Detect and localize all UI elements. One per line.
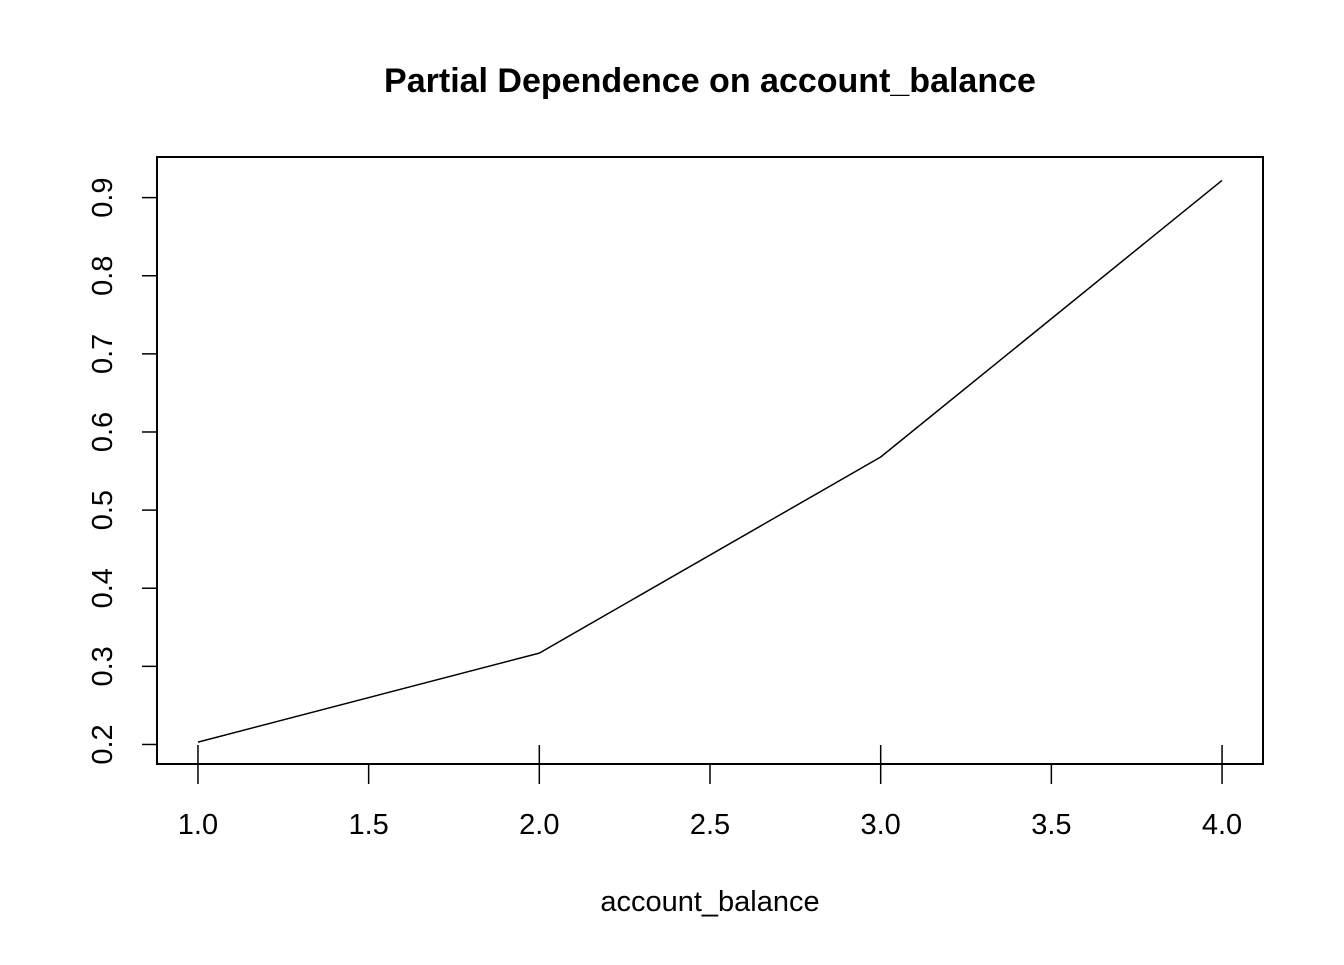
y-axis: 0.2 0.3 0.4 0.5 0.6 0.7 0.8 0.9 [87,177,157,765]
y-tick-label: 0.7 [87,334,119,374]
x-tick-label: 2.0 [519,809,559,841]
y-tick-label: 0.4 [87,568,119,608]
x-tick-label: 3.5 [1031,809,1071,841]
x-axis-label: account_balance [600,886,819,918]
series-layer [197,179,1223,743]
y-tick-label: 0.9 [87,177,119,217]
plot-frame [156,156,1264,765]
x-tick-label: 1.5 [348,809,388,841]
y-tick-label: 0.6 [87,412,119,452]
x-tick-label: 3.0 [861,809,901,841]
y-tick-label: 0.8 [87,256,119,296]
rug-marks [197,745,1223,764]
x-axis: 1.0 1.5 2.0 2.5 3.0 3.5 4.0 [178,764,1242,841]
y-tick-label: 0.5 [87,490,119,530]
chart-title: Partial Dependence on account_balance [384,62,1036,100]
x-tick-label: 4.0 [1202,809,1242,841]
y-tick-label: 0.2 [87,724,119,764]
series-line [197,179,1223,743]
x-tick-label: 1.0 [178,809,218,841]
x-tick-label: 2.5 [690,809,730,841]
y-tick-label: 0.3 [87,646,119,686]
